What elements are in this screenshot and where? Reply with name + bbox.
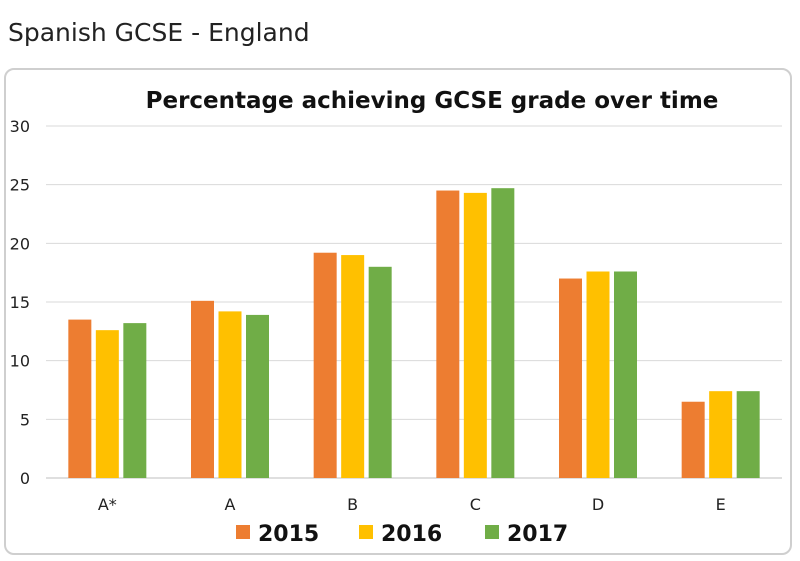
bar-2016-A* [95,330,119,478]
legend: 2015 2016 2017 [236,522,568,547]
y-tick-label: 20 [10,234,30,253]
bar-2017-E [736,391,760,478]
x-tick-label: E [716,495,726,514]
bar-2017-A [246,314,269,478]
x-tick-label: A* [98,495,117,514]
bars [68,188,760,479]
y-tick-label: 15 [10,293,30,312]
y-tick-label: 10 [10,352,30,371]
bar-2016-E [709,391,733,478]
bar-2017-D [614,271,637,478]
bar-2015-B [313,252,337,478]
bar-2015-A* [68,319,92,478]
y-tick-label: 30 [10,117,30,136]
y-tick-label: 5 [20,410,30,429]
bar-2016-B [341,255,365,478]
bar-2016-C [463,192,487,478]
chart-title: Percentage achieving GCSE grade over tim… [146,88,719,114]
x-tick-label: A [225,495,236,514]
x-axis-ticks: A* A B C D E [98,495,726,514]
bar-2015-E [681,401,705,478]
gridlines [46,125,782,479]
x-tick-label: D [592,495,604,514]
legend-label-2016: 2016 [381,522,442,547]
bar-2015-C [436,190,460,479]
legend-swatch-2015 [236,525,250,539]
x-tick-label: C [470,495,481,514]
bar-2016-D [586,271,610,478]
bar-2016-A [218,311,242,478]
bar-2017-C [491,188,515,479]
bar-2015-D [559,278,582,478]
bar-2017-A* [123,323,147,478]
x-tick-label: B [347,495,358,514]
page-heading: Spanish GCSE - England [8,18,310,47]
legend-swatch-2017 [485,525,499,539]
bar-2017-B [368,266,392,478]
y-tick-label: 25 [10,176,30,195]
legend-label-2015: 2015 [258,522,319,547]
y-tick-label: 0 [20,469,30,488]
legend-label-2017: 2017 [507,522,568,547]
legend-swatch-2016 [359,525,373,539]
y-axis-ticks: 0 5 10 15 20 25 30 [10,117,30,488]
bar-2015-A [191,300,214,478]
